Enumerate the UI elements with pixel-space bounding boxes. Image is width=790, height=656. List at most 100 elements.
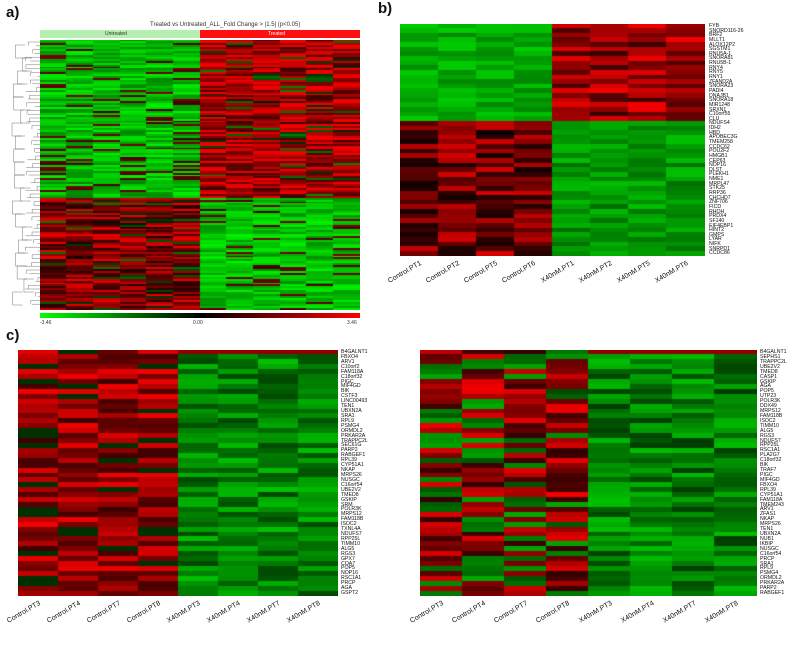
column-label: Control.PT4 [45,600,82,625]
gene-label: SEC61G [341,442,362,449]
gene-label: PRCP [341,580,356,587]
gene-label: ARV1 [341,358,355,365]
gene-label: PSMG4 [760,570,779,577]
gene-label: NKAP [760,516,775,523]
column-labels-c-right: Control.PT3 Control.PT4 Control.PT7 Control… [409,598,757,656]
scale-max: 3.46 [347,320,357,326]
gene-label: TMEM258 [709,139,733,145]
gene-label: MRPS26 [341,472,362,478]
gene-label: UTP23 [760,393,777,400]
gene-label: MLLT1 [709,36,725,43]
gene-label: TIMM10 [341,540,361,547]
gene-label: ZFAS1 [760,511,776,518]
gene-label: NUSGC [760,545,779,552]
gene-label: RNY1 [709,74,723,81]
gene-label: ALOX12P2 [709,41,735,48]
gene-label: C18orf32 [760,457,782,464]
gene-label: SRA1 [760,560,774,567]
gene-label: RNU5B-1 [709,60,732,67]
gene-label: SRM [341,501,353,508]
gene-label: TRAPPC2L [341,437,368,444]
gene-label: LYAR [709,236,722,243]
gene-label: BRF2 [709,32,723,39]
gene-label: APOBEC3G [709,134,738,141]
gene-label: POLR3K [760,398,781,405]
gene-label: HBD [709,129,720,136]
gene-label: CEP63 [709,157,726,164]
column-label: Control.PT4 [450,600,487,625]
gene-label: MIR1248 [709,101,731,108]
gene-label: MRPS12 [341,511,362,518]
group-label-untreated: Untreated [105,31,127,37]
gene-label: PARP2 [341,447,358,454]
gene-label: SNORA18 [709,97,734,104]
panel-a: Treated vs Untreated_ALL_Fold Change > |… [0,0,370,330]
gene-label: ALG5 [760,427,774,434]
gene-label: TEN1 [760,526,774,533]
column-labels-b: Control.PT1 Control.PT2 Control.PT5 Control… [387,258,705,318]
column-label: X40nM.PT7 [245,600,282,625]
gene-list-b: FYB SNORD116-26 BRF2 MLLT1 ALOX12P2 SGSTM1 RNU… [709,23,789,257]
gene-label: NDUFS4 [709,120,730,127]
gene-label: DNAJB1 [709,92,729,99]
gene-label: UBXN2A [341,408,362,415]
gene-label: C18orf32 [341,373,363,380]
gene-label: ISOC2 [760,417,776,424]
gene-label: SGSTM1 [709,46,731,53]
column-label: Control.PT8 [125,600,162,625]
gene-label: PIGC [341,378,354,385]
gene-label: RPP25L [760,442,780,449]
column-label: Control.PT3 [5,600,42,625]
column-label: Control.PT6 [501,260,537,285]
column-label: Control.PT7 [85,600,122,625]
gene-label: CCDC86 [709,250,730,257]
column-label: X40nM.PT5 [615,260,652,285]
gene-label: CHCHD7 [709,194,731,201]
gene-label: PLEKH1 [709,171,729,178]
gene-label: PIGC [760,472,773,478]
gene-label: C10orf2 [341,363,360,370]
gene-label: RNY4 [709,64,723,71]
gene-label: MIF4GD [341,383,361,390]
column-label: X40nM.PT8 [285,600,322,625]
gene-label: DLST [709,166,723,173]
gene-label: RNU5A-1 [709,50,732,57]
gene-label: PARP2 [760,585,777,592]
gene-label: NME1 [709,176,724,183]
gene-label: NDUFS7 [341,531,362,538]
gene-label: SNORD116-26 [709,27,744,34]
gene-label: COA7 [341,560,356,567]
gene-label: TMEM243 [760,501,784,508]
gene-label: DDX49 [760,403,777,410]
dendrogram [11,41,40,306]
gene-label: SRA1 [341,412,355,419]
gene-label: IKBIP [760,540,774,547]
column-label: X40nM.PT2 [577,260,614,285]
gene-label: FICD [709,203,722,210]
gene-label: POP5 [760,388,774,395]
gene-label: RGS3 [760,432,775,439]
color-scale [40,313,360,318]
gene-label: PRKAR2A [760,580,785,587]
panel-a-title: Treated vs Untreated_ALL_Fold Change > |… [150,22,301,28]
gene-label: MRPS26 [760,521,781,528]
gene-label: RPL9 [341,417,354,424]
gene-label: ORMDL2 [341,427,363,434]
gene-label: FAM118A [760,496,783,503]
gene-label: EIF4EBP1 [709,222,734,229]
gene-label: SNORA23 [709,83,734,90]
gene-label: MRPL47 [709,180,730,187]
gene-label: HMGB1 [709,152,728,159]
gene-label: RPL39 [760,486,776,493]
gene-label: MRPS12 [760,408,781,415]
gene-label: FAM118B [760,412,783,419]
column-label: X40nM.PT3 [165,600,202,625]
gene-label: POP5 [341,565,355,572]
gene-label: SF140 [709,217,725,224]
column-label: Control.PT7 [492,600,529,625]
gene-label: FYB [709,23,720,29]
column-label: X40nM.PT7 [661,600,698,625]
gene-label: C10orf55 [709,111,731,118]
gene-label: GSKIP [341,496,357,503]
heatmap-a [40,40,360,310]
